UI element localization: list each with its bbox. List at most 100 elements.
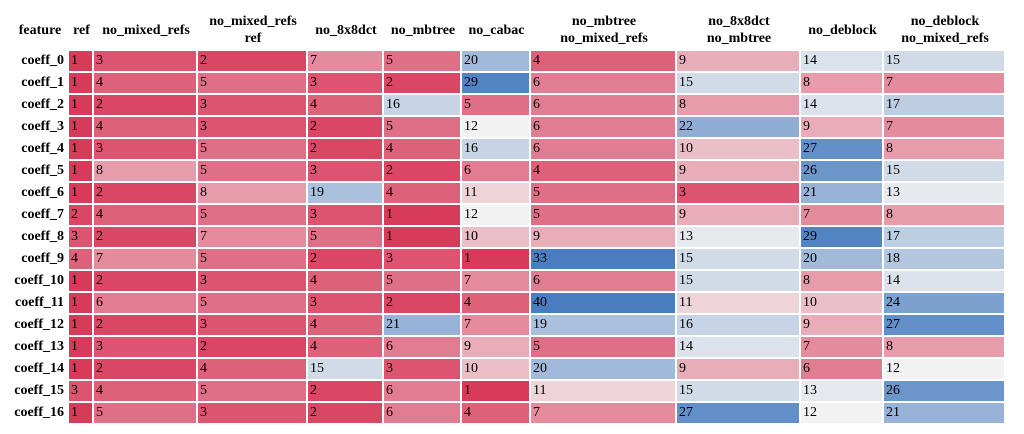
heatmap-row: coeff_6 1 2 8 19 4 11 5 3 21 13 [11,183,1006,205]
heatmap-cell: 11 [677,293,801,315]
heatmap-cell: 5 [308,227,384,249]
heatmap-cell: 5 [198,381,308,403]
heatmap-cell: 15 [308,359,384,381]
heatmap-cell: 3 [198,403,308,425]
heatmap-cell: 7 [801,205,884,227]
heatmap-cell: 2 [308,403,384,425]
heatmap-cell: 3 [308,73,384,95]
heatmap-row: coeff_10 1 2 3 4 5 7 6 15 8 14 [11,271,1006,293]
heatmap-cell: 7 [462,271,531,293]
heatmap-cell: 4 [308,315,384,337]
heatmap-cell: 5 [384,51,462,73]
heatmap-cell: 33 [531,249,677,271]
heatmap-cell: 2 [94,227,198,249]
heatmap-cell: 2 [94,271,198,293]
heatmap-row: coeff_11 1 6 5 3 2 4 40 11 10 24 [11,293,1006,315]
heatmap-cell: 15 [677,249,801,271]
heatmap-cell: 2 [308,249,384,271]
heatmap-cell: 5 [198,73,308,95]
heatmap-cell: 5 [198,205,308,227]
heatmap-cell: 7 [884,73,1006,95]
heatmap-cell: 3 [198,117,308,139]
heatmap-cell: 24 [884,293,1006,315]
heatmap-cell: 29 [801,227,884,249]
row-label: coeff_0 [11,51,69,73]
heatmap-cell: 21 [801,183,884,205]
heatmap-cell: 16 [677,315,801,337]
heatmap-cell: 15 [677,271,801,293]
heatmap-row: coeff_13 1 3 2 4 6 9 5 14 7 8 [11,337,1006,359]
heatmap-cell: 1 [69,403,94,425]
heatmap-cell: 1 [69,117,94,139]
heatmap-cell: 4 [94,117,198,139]
heatmap-cell: 5 [462,95,531,117]
row-label: coeff_14 [11,359,69,381]
heatmap-cell: 20 [462,51,531,73]
row-label: coeff_9 [11,249,69,271]
heatmap-cell: 3 [69,381,94,403]
heatmap-cell: 5 [531,337,677,359]
heatmap-cell: 7 [531,403,677,425]
heatmap-cell: 12 [462,205,531,227]
heatmap-row: coeff_2 1 2 3 4 16 5 6 8 14 17 [11,95,1006,117]
heatmap-cell: 3 [198,315,308,337]
heatmap-cell: 5 [198,249,308,271]
heatmap-cell: 26 [884,381,1006,403]
heatmap-cell: 6 [462,161,531,183]
heatmap-cell: 18 [884,249,1006,271]
heatmap-cell: 3 [308,161,384,183]
heatmap-cell: 3 [308,293,384,315]
heatmap-cell: 4 [198,359,308,381]
heatmap-cell: 1 [384,227,462,249]
heatmap-cell: 1 [384,205,462,227]
heatmap-cell: 1 [69,293,94,315]
heatmap-cell: 4 [94,73,198,95]
heatmap-row: coeff_3 1 4 3 2 5 12 6 22 9 7 [11,117,1006,139]
heatmap-cell: 12 [462,117,531,139]
heatmap-cell: 7 [198,227,308,249]
heatmap-cell: 20 [801,249,884,271]
heatmap-cell: 3 [69,227,94,249]
column-header: no_8x8dct [315,22,377,38]
heatmap-cell: 8 [677,95,801,117]
column-header: no_8x8dct no_mbtree [706,14,772,46]
heatmap-cell: 15 [677,381,801,403]
heatmap-cell: 2 [94,359,198,381]
heatmap-cell: 27 [884,315,1006,337]
heatmap-cell: 14 [884,271,1006,293]
heatmap-cell: 3 [308,205,384,227]
heatmap-cell: 8 [884,337,1006,359]
heatmap-cell: 19 [531,315,677,337]
heatmap-cell: 15 [884,161,1006,183]
heatmap-cell: 20 [531,359,677,381]
column-header: no_cabac [468,22,525,38]
heatmap-cell: 9 [677,161,801,183]
heatmap-cell: 17 [884,227,1006,249]
heatmap-cell: 2 [198,51,308,73]
heatmap-cell: 6 [531,95,677,117]
heatmap-cell: 6 [531,271,677,293]
column-header: no_deblock no_mixed_refs [901,14,989,46]
heatmap-cell: 2 [94,95,198,117]
heatmap-cell: 9 [462,337,531,359]
heatmap-row: coeff_14 1 2 4 15 3 10 20 9 6 12 [11,359,1006,381]
heatmap-cell: 26 [801,161,884,183]
heatmap-cell: 6 [384,403,462,425]
row-label: coeff_11 [11,293,69,315]
heatmap-cell: 13 [801,381,884,403]
ranking-heatmap: feature ref no_mixed_refs no_mixed_refs re… [11,9,1006,425]
row-label: coeff_13 [11,337,69,359]
heatmap-row: coeff_9 4 7 5 2 3 1 33 15 20 18 [11,249,1006,271]
heatmap-cell: 12 [884,359,1006,381]
heatmap-cell: 1 [69,139,94,161]
heatmap-row: coeff_8 3 2 7 5 1 10 9 13 29 17 [11,227,1006,249]
heatmap-row: coeff_16 1 5 3 2 6 4 7 27 12 21 [11,403,1006,425]
heatmap-cell: 3 [94,337,198,359]
heatmap-cell: 4 [531,51,677,73]
heatmap-cell: 14 [801,95,884,117]
heatmap-cell: 2 [384,293,462,315]
heatmap-cell: 6 [531,139,677,161]
heatmap-cell: 4 [462,403,531,425]
heatmap-cell: 4 [531,161,677,183]
heatmap-cell: 1 [69,95,94,117]
